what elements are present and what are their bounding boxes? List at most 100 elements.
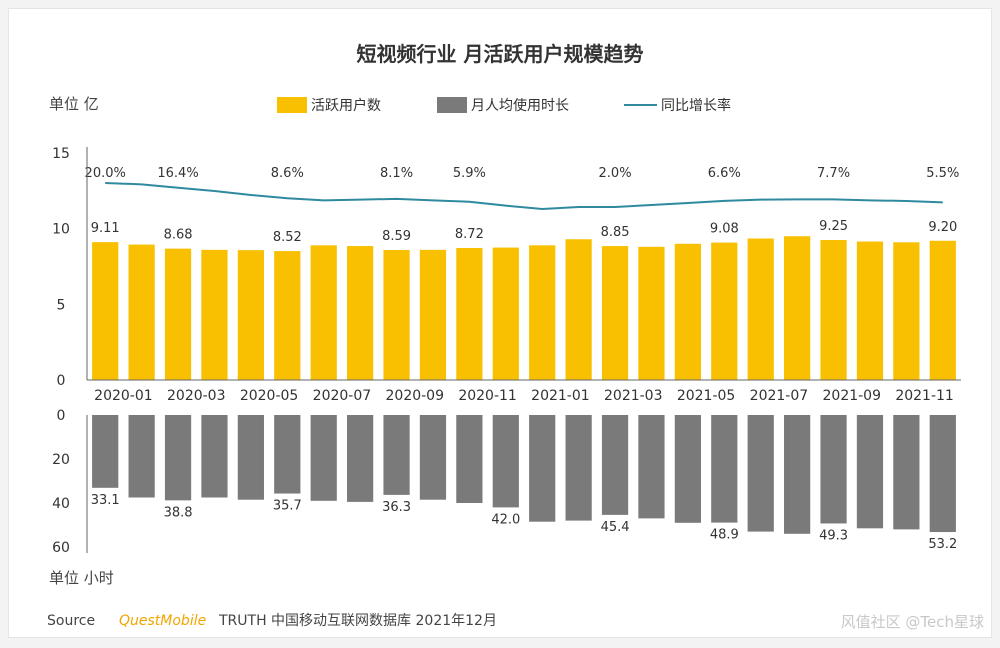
users-value-label: 8.59: [382, 229, 411, 244]
duration-value-label: 35.7: [273, 499, 302, 514]
users-bar: [674, 243, 701, 380]
duration-value-label: 53.2: [928, 537, 957, 552]
duration-bar: [601, 415, 629, 515]
duration-bar: [201, 415, 228, 498]
duration-bar: [310, 415, 337, 501]
duration-bar: [674, 415, 701, 523]
duration-bar: [638, 415, 665, 519]
users-bar: [92, 242, 119, 380]
duration-value-label: 33.1: [91, 493, 120, 508]
x-tick-label: 2020-03: [167, 388, 226, 404]
bottom-y-tick-label: 40: [52, 496, 70, 512]
users-bar: [383, 250, 410, 380]
top-y-tick-label: 0: [57, 373, 66, 389]
duration-bar: [565, 415, 592, 521]
bottom-y-tick-label: 20: [52, 452, 70, 468]
growth-line-group: [105, 182, 943, 211]
source-text: TRUTH 中国移动互联网数据库 2021年12月: [218, 613, 497, 629]
growth-value-label: 20.0%: [85, 166, 126, 181]
x-tick-label: 2020-07: [313, 388, 372, 404]
users-value-label: 8.52: [273, 230, 302, 245]
users-bar: [419, 249, 447, 380]
users-bar: [164, 248, 192, 380]
users-bar: [237, 250, 264, 380]
top-y-tick-label: 15: [52, 146, 70, 162]
x-tick-label: 2020-11: [458, 388, 517, 404]
users-bar: [274, 251, 301, 380]
users-bar: [310, 245, 337, 380]
x-tick-label: 2021-07: [750, 388, 809, 404]
users-bar: [201, 249, 228, 380]
top-y-tick-label: 10: [52, 222, 70, 238]
duration-bar: [419, 415, 447, 500]
users-bar: [711, 242, 738, 380]
users-bar: [128, 244, 155, 380]
users-value-label: 9.08: [710, 222, 739, 237]
duration-bar: [856, 415, 884, 529]
growth-value-label: 7.7%: [817, 166, 850, 181]
x-tick-label: 2021-11: [895, 388, 954, 404]
users-bar: [492, 247, 519, 380]
users-value-label: 9.25: [819, 219, 848, 234]
users-value-label: 8.85: [601, 225, 630, 240]
growth-value-label: 16.4%: [157, 166, 198, 181]
growth-value-label: 2.0%: [599, 166, 632, 181]
top-y-tick-label: 5: [57, 297, 66, 313]
duration-bar: [711, 415, 738, 523]
x-tick-label: 2020-09: [386, 388, 445, 404]
users-bar: [929, 240, 956, 380]
x-tick-label: 2020-01: [94, 388, 153, 404]
duration-bar: [347, 415, 374, 502]
x-tick-label: 2020-05: [240, 388, 299, 404]
duration-bar: [747, 415, 774, 532]
chart-card: 9.11 8.68 8.52 8.59 8.72 8.85 9.08 9.25 9.20 33.1…: [8, 8, 992, 638]
users-bar: [456, 248, 483, 380]
duration-bar: [164, 415, 192, 501]
bottom-y-tick-label: 0: [57, 408, 66, 424]
bottom-unit-label: 单位 小时: [49, 569, 114, 587]
users-bar: [565, 239, 592, 380]
legend-growth-label: 同比增长率: [661, 97, 731, 114]
users-value-label: 8.68: [164, 228, 193, 243]
duration-bar: [893, 415, 920, 530]
users-bar: [638, 246, 665, 380]
users-bar: [820, 240, 847, 380]
x-tick-label: 2021-05: [677, 388, 736, 404]
chart-svg: 9.11 8.68 8.52 8.59 8.72 8.85 9.08 9.25 9.20 33.1…: [47, 42, 984, 631]
chart-title: 短视频行业 月活跃用户规模趋势: [357, 42, 644, 66]
x-tick-label: 2021-03: [604, 388, 663, 404]
users-bar: [856, 241, 884, 380]
users-bar: [601, 246, 629, 380]
bottom-bars-group: [92, 415, 956, 534]
legend-users-swatch: [277, 97, 307, 113]
legend-duration-swatch: [437, 97, 467, 113]
users-bar: [784, 236, 811, 380]
growth-value-label: 6.6%: [708, 166, 741, 181]
duration-bar: [784, 415, 811, 534]
duration-bar: [92, 415, 119, 488]
growth-value-label: 5.5%: [926, 166, 959, 181]
users-bar: [893, 242, 920, 380]
duration-bar: [274, 415, 301, 494]
growth-value-label: 8.1%: [380, 166, 413, 181]
legend-duration-label: 月人均使用时长: [471, 97, 569, 114]
duration-bar: [929, 415, 956, 533]
users-value-label: 9.11: [91, 221, 120, 236]
legend-users-label: 活跃用户数: [311, 97, 381, 114]
growth-value-label: 8.6%: [271, 166, 304, 181]
duration-value-label: 42.0: [491, 512, 520, 527]
users-bar: [747, 238, 774, 380]
duration-value-label: 48.9: [710, 528, 739, 543]
duration-bar: [492, 415, 519, 508]
x-tick-label: 2021-01: [531, 388, 590, 404]
x-tick-label: 2021-09: [823, 388, 882, 404]
top-bars-group: [92, 236, 956, 380]
watermark: 风值社区 @Tech星球: [841, 613, 984, 631]
duration-bar: [529, 415, 556, 522]
users-bar: [347, 246, 374, 380]
duration-bar: [128, 415, 155, 498]
source-label: Source: [47, 613, 95, 629]
growth-value-label: 5.9%: [453, 166, 486, 181]
duration-value-label: 45.4: [601, 520, 630, 535]
source-brand: QuestMobile: [119, 613, 206, 629]
